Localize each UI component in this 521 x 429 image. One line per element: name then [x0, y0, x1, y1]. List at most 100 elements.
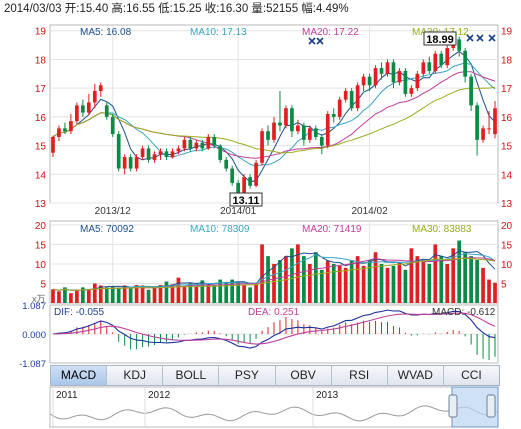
price-candle — [284, 108, 288, 126]
macd-panel: 1.087 0.000 -1.087 DIF: -0.055 DEA: 0.251 MAC… — [19, 301, 499, 370]
volume-bar — [194, 285, 199, 303]
volume-y-tick-left: 20 — [35, 221, 47, 232]
volume-bar — [313, 252, 318, 303]
tab-psy[interactable]: PSY — [219, 366, 276, 385]
tab-wvad[interactable]: WVAD — [388, 366, 444, 385]
macd-label: DIF: -0.055 — [54, 307, 104, 318]
navigator-panel[interactable]: 2011 2012 2013 — [49, 386, 499, 428]
price-candle — [248, 177, 252, 186]
navigator-year-label: 2012 — [148, 390, 171, 401]
volume-bar — [319, 269, 324, 303]
macd-label: DEA: 0.251 — [248, 307, 300, 318]
volume-bar — [170, 284, 175, 303]
macd-y-tick: 0.000 — [22, 330, 46, 341]
price-ma-label: MA5: 16.08 — [80, 27, 132, 38]
price-y-tick-right: 18 — [501, 55, 513, 66]
price-candle — [51, 136, 55, 153]
price-candle — [493, 108, 497, 135]
volume-bar — [248, 287, 252, 303]
volume-bar — [134, 285, 139, 303]
volume-bar — [457, 240, 462, 303]
price-candle — [307, 128, 312, 140]
volume-bar — [415, 256, 420, 303]
volume-bar — [69, 293, 73, 303]
tab-macd[interactable]: MACD — [51, 366, 108, 385]
volume-bar — [146, 289, 151, 303]
volume-bar — [128, 287, 133, 303]
navigator-year-label: 2013 — [316, 390, 339, 401]
macd-label: MACD: -0.612 — [432, 307, 496, 318]
price-y-tick-left: 16 — [35, 113, 47, 124]
volume-bar — [385, 267, 390, 303]
navigator-year-label: 2011 — [56, 390, 78, 401]
macd-dea-line — [52, 312, 496, 345]
price-candle — [188, 139, 193, 149]
volume-bar — [182, 286, 187, 303]
price-candle — [409, 88, 414, 94]
volume-bar — [391, 265, 396, 303]
price-candle — [164, 151, 169, 158]
volume-bar — [98, 285, 103, 303]
price-candle — [134, 157, 139, 169]
volume-bar — [278, 260, 282, 303]
price-candle — [463, 50, 467, 77]
volume-bar — [57, 291, 61, 303]
volume-bar — [481, 267, 485, 303]
price-ma-line — [52, 50, 496, 183]
volume-bar — [75, 290, 79, 303]
volume-bar — [361, 265, 366, 303]
volume-unit-label: x万 — [32, 294, 46, 304]
tab-boll[interactable]: BOLL — [163, 366, 220, 385]
navigator-handle[interactable] — [448, 394, 458, 418]
price-y-tick-left: 13 — [35, 199, 47, 210]
volume-bar — [236, 281, 241, 303]
price-y-tick-right: 14 — [501, 170, 513, 181]
volume-y-tick-left: 5 — [40, 279, 46, 290]
volume-bar — [230, 279, 235, 303]
volume-bar — [373, 252, 378, 303]
volume-bar — [212, 285, 217, 303]
tab-cci[interactable]: CCI — [461, 368, 482, 382]
volume-bar — [445, 263, 450, 303]
price-candle — [433, 53, 438, 71]
price-y-tick-left: 17 — [35, 84, 47, 95]
price-candle — [212, 136, 217, 146]
volume-bar — [140, 285, 145, 303]
volume-y-tick-right: 10 — [501, 260, 513, 271]
price-y-tick-right: 15 — [501, 142, 513, 153]
volume-bar — [296, 244, 300, 303]
volume-ma-label: MA5: 70092 — [80, 224, 134, 235]
volume-bar — [463, 252, 467, 303]
navigator-area — [49, 386, 499, 428]
volume-bar — [469, 256, 473, 303]
tab-kdj[interactable]: KDJ — [107, 366, 164, 385]
navigator-handle[interactable] — [486, 394, 496, 418]
price-y-tick-right: 13 — [501, 199, 513, 210]
price-candle — [355, 85, 360, 109]
volume-y-tick-right: 5 — [501, 279, 507, 290]
volume-ma-line — [52, 252, 496, 291]
price-candle — [170, 151, 175, 158]
volume-bar — [164, 281, 169, 303]
price-candle — [242, 177, 246, 195]
volume-bar — [325, 260, 330, 303]
tab-rsi[interactable]: RSI — [332, 366, 388, 385]
price-candle — [391, 62, 396, 83]
price-y-tick-left: 15 — [35, 142, 47, 153]
volume-bar — [337, 265, 342, 303]
volume-ma-line — [52, 257, 496, 291]
tab-obv[interactable]: OBV — [276, 366, 332, 385]
price-candle — [158, 151, 163, 155]
event-marker-icon — [466, 34, 474, 42]
volume-bar — [254, 284, 258, 303]
price-candle — [98, 85, 103, 92]
volume-bar — [224, 282, 229, 303]
price-y-tick-left: 18 — [35, 55, 47, 66]
header-quote: 2014/03/03 开:15.40 高:16.55 低:15.25 收:16.… — [4, 1, 349, 15]
volume-bar — [355, 256, 360, 303]
volume-bar — [290, 248, 294, 303]
price-candle — [81, 105, 85, 113]
volume-bar — [152, 286, 157, 303]
price-candle — [57, 128, 61, 137]
volume-bar — [200, 280, 205, 303]
